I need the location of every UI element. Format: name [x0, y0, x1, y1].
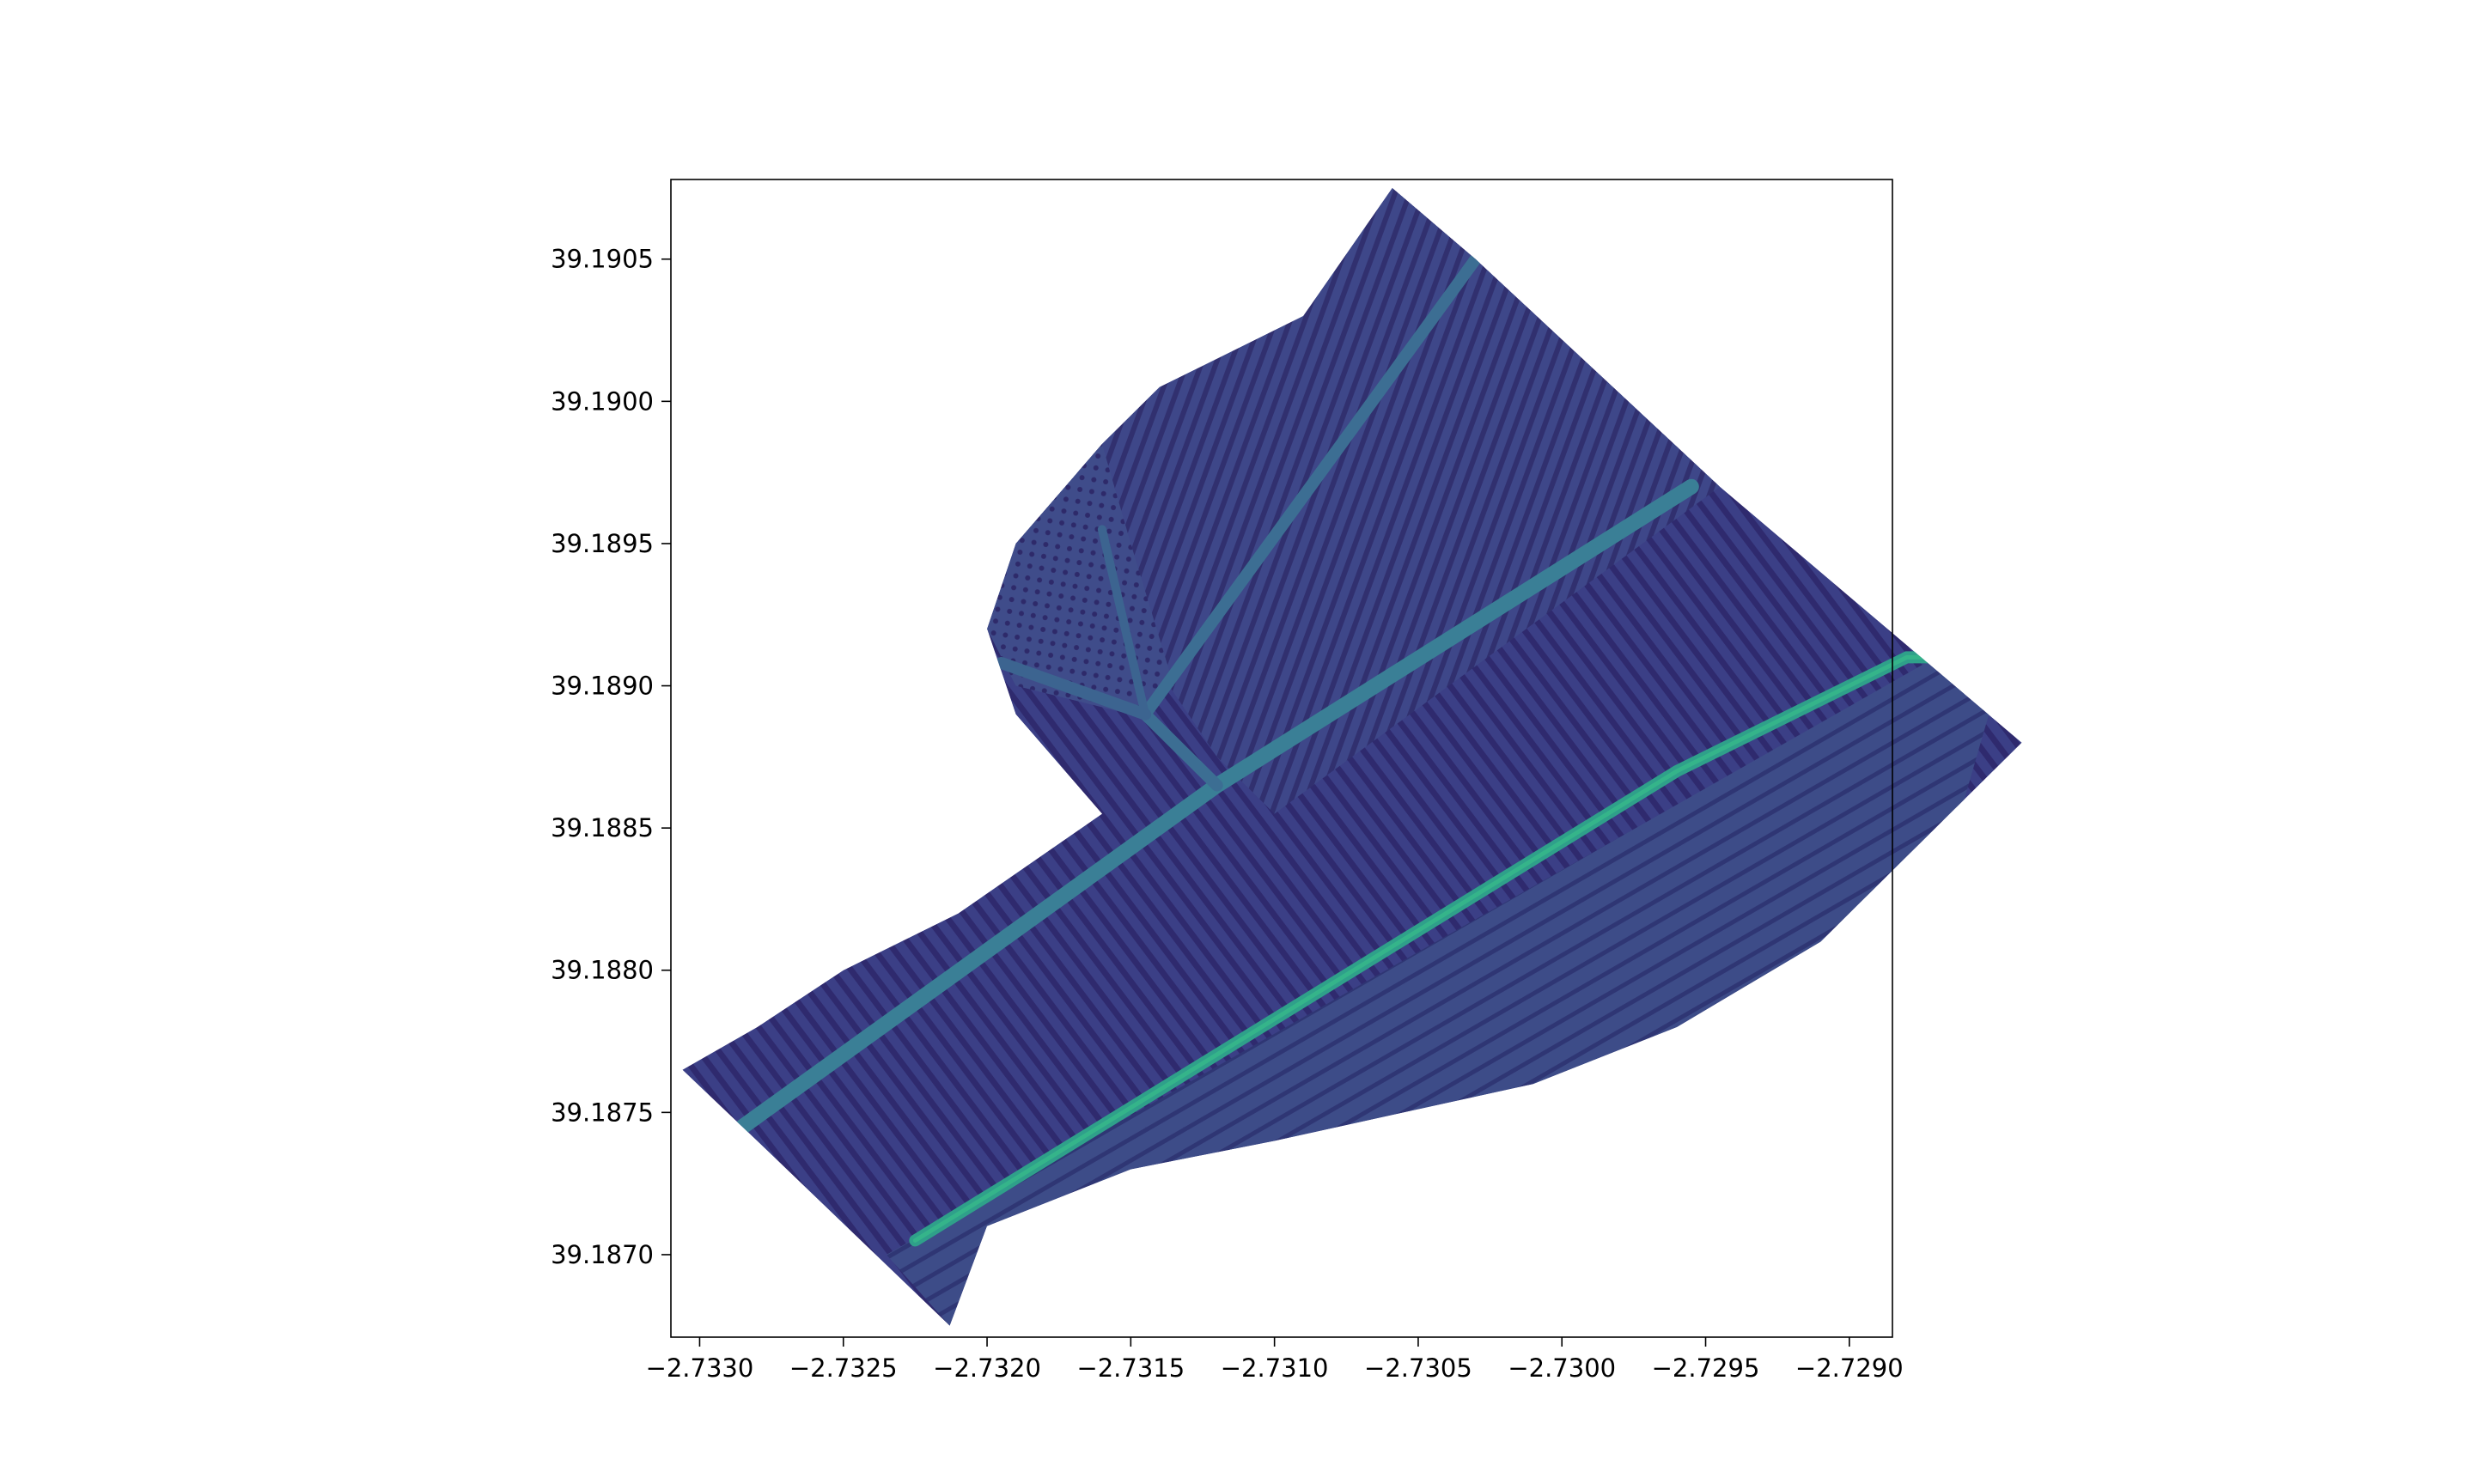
x-tick-label: −2.7300 [1508, 1353, 1616, 1383]
y-tick-label: 39.1900 [551, 386, 654, 416]
axes-frame [670, 179, 1893, 1338]
y-tick-label: 39.1895 [551, 529, 654, 558]
raster-spur-track [1097, 525, 1150, 719]
y-tick-label: 39.1885 [551, 813, 654, 842]
x-tick-label: −2.7320 [933, 1353, 1041, 1383]
y-tick-label: 39.1890 [551, 672, 654, 701]
x-axis: −2.7330 −2.7325 −2.7320 −2.7315 −2.7310 −2.73… [646, 1337, 1904, 1383]
x-tick-label: −2.7295 [1652, 1353, 1760, 1383]
y-tick-label: 39.1870 [551, 1240, 654, 1269]
x-tick-label: −2.7325 [789, 1353, 898, 1383]
raster-side-track [995, 657, 1152, 721]
y-tick-label: 39.1880 [551, 956, 654, 985]
x-tick-label: −2.7330 [646, 1353, 754, 1383]
x-tick-label: −2.7305 [1364, 1353, 1472, 1383]
y-axis: 39.1870 39.1875 39.1880 39.1885 39.1890 39.18… [551, 245, 671, 1269]
raster-map [682, 187, 2022, 1326]
y-tick-label: 39.1875 [551, 1098, 654, 1127]
x-tick-label: −2.7290 [1795, 1353, 1904, 1383]
x-tick-label: −2.7315 [1076, 1353, 1185, 1383]
y-tick-label: 39.1905 [551, 245, 654, 274]
x-tick-label: −2.7310 [1221, 1353, 1329, 1383]
raster-south-strip [886, 657, 1994, 1326]
